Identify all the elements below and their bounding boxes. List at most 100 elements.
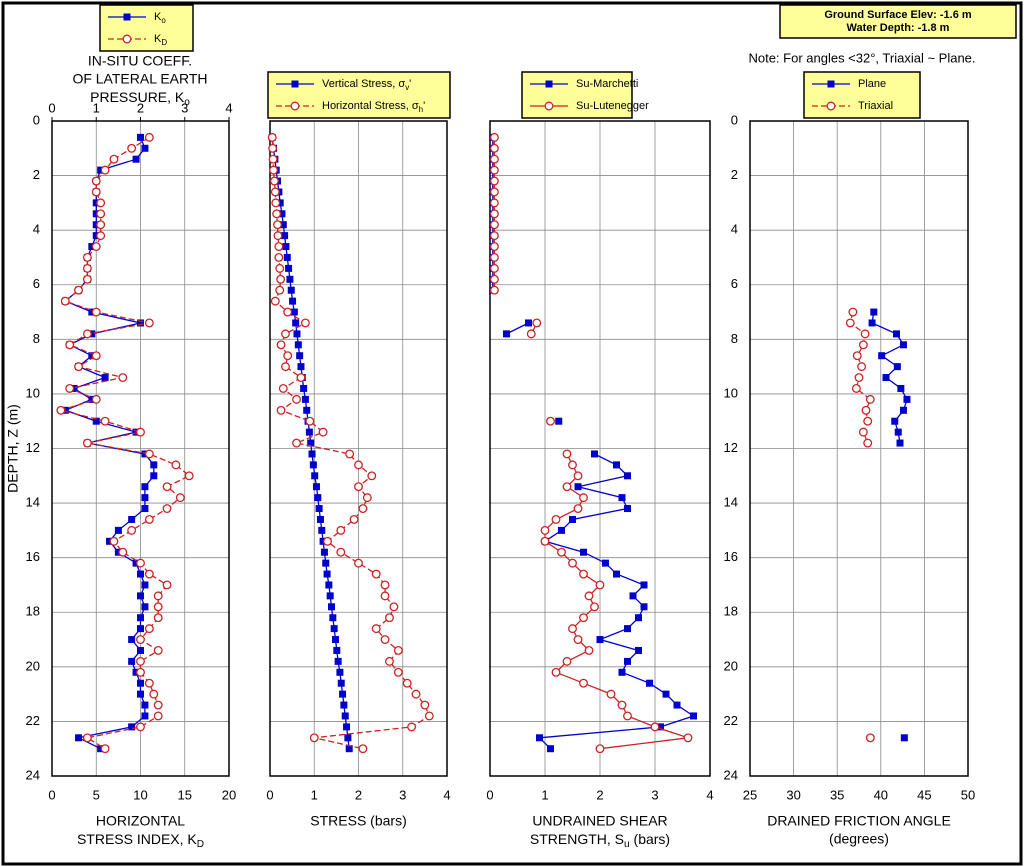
marker [109,154,119,164]
legend-label: Vertical Stress, σv' [322,78,411,92]
marker [268,143,278,153]
marker [171,460,181,470]
marker [75,734,83,742]
legend-label: Su-Lutenegger [576,100,649,112]
marker [328,603,336,611]
marker [305,428,313,436]
legend-marker [544,101,554,111]
marker [341,712,349,720]
marker [314,494,322,502]
marker [82,733,92,743]
legend-label-part: v [405,83,409,92]
marker [137,614,144,622]
x2-tick-label: 2 [137,100,144,115]
y-tick-label: 18 [724,604,738,619]
plot-frame [269,120,448,777]
marker [371,569,381,579]
marker [858,340,868,350]
marker [683,733,693,743]
legend-label: KD [154,33,167,47]
marker [555,417,563,425]
marker [562,656,572,666]
x-tick-label: 2 [596,787,603,802]
y-tick-label: 16 [26,549,40,564]
marker [899,341,907,349]
marker [289,297,297,305]
marker [137,625,144,633]
marker [657,723,664,731]
marker [489,132,499,142]
marker [114,526,122,534]
y-tick-label: 0 [731,112,738,127]
marker [540,536,550,546]
marker [330,625,338,633]
marker [82,253,92,262]
marker [309,733,319,743]
legend-marker [545,80,553,88]
marker [270,187,280,197]
x-tick-label: 3 [399,787,406,802]
marker [65,340,75,350]
marker [137,679,144,687]
marker [489,220,499,230]
marker [640,603,648,611]
marker [128,723,136,731]
y-tick-label: 10 [724,385,738,400]
marker [892,330,900,338]
marker [584,646,594,655]
marker [526,329,536,339]
marker [579,613,588,623]
x-tick-label: 25 [743,787,757,802]
marker [489,231,499,241]
x-tick-label: 4 [443,787,450,802]
marker [385,613,394,623]
x-tick-label: 3 [651,787,658,802]
marker [489,143,499,153]
marker [602,559,609,567]
marker [144,132,154,142]
panel-title-part: PRESSURE, K [90,89,185,105]
x-tick-label: 0 [48,787,55,802]
legend-label-part: h [419,105,423,114]
marker [573,471,583,481]
marker [293,330,301,338]
x-tick-label: 0 [266,787,273,802]
marker [274,242,284,251]
marker [402,678,412,688]
legend-marker [291,80,299,88]
marker [893,363,901,371]
marker [325,581,333,589]
marker [292,438,301,448]
marker [635,614,642,622]
marker [144,624,154,634]
marker [269,165,278,175]
marker [503,330,510,338]
marker [624,472,631,480]
marker [274,253,284,262]
x-axis-label-part: STRESS INDEX, K [77,831,197,847]
marker [137,592,144,600]
marker [393,667,403,677]
marker [489,209,499,219]
legend-marker [122,34,132,44]
marker [136,558,145,568]
marker [141,505,149,513]
marker [127,143,137,153]
legend-box [99,4,194,52]
marker [162,482,172,492]
marker [153,591,163,601]
marker [854,373,864,382]
legend-label-part: K [154,11,162,23]
marker [326,592,334,600]
marker [673,701,681,709]
marker [91,242,101,251]
marker [281,329,290,339]
marker [100,165,110,175]
x2-tick-label: 1 [93,100,100,115]
info-box [779,4,1017,39]
marker [852,351,862,361]
marker [606,689,616,699]
marker [865,394,875,404]
plot-frame [51,120,230,777]
x-axis-label: (degrees) [829,831,889,847]
